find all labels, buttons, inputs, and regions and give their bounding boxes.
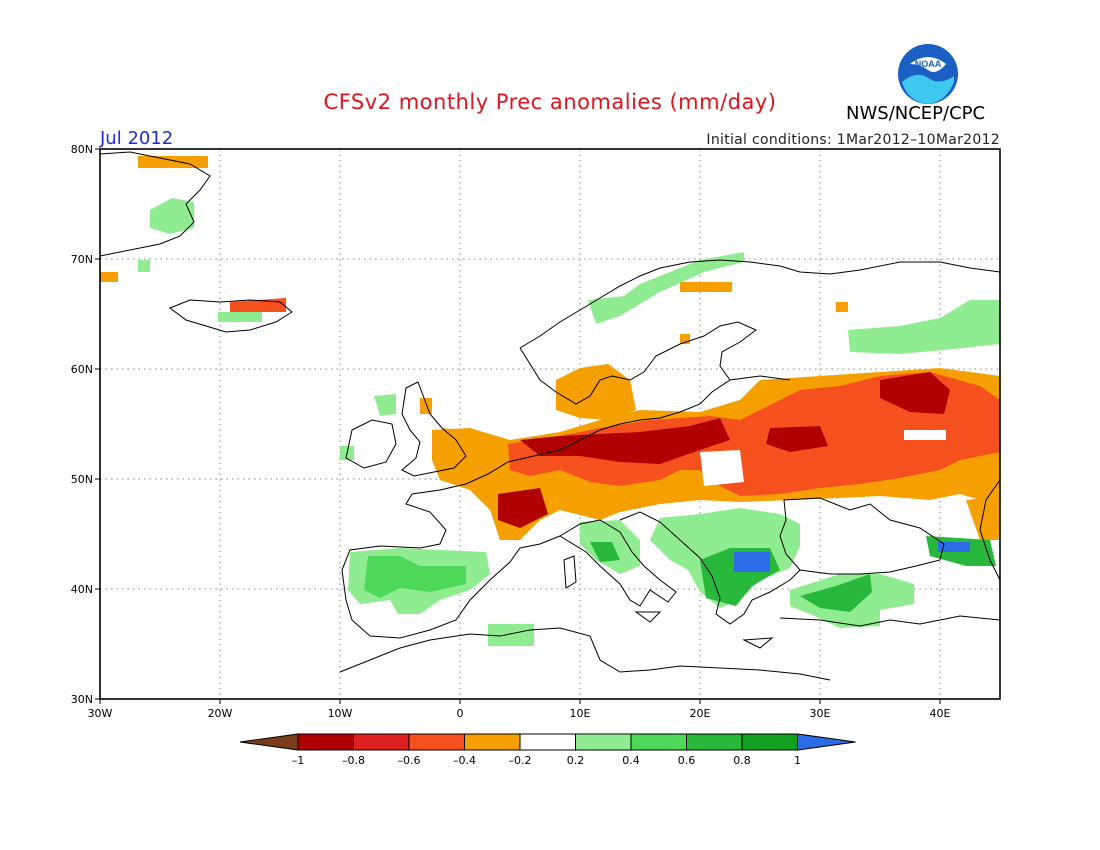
coastline-turkey — [779, 615, 1001, 627]
noaa-logo-text: NOAA — [915, 59, 942, 69]
map-frame — [99, 148, 1001, 700]
lat-tick-label: 80N — [71, 143, 93, 156]
anomaly-fill-layer — [100, 156, 1000, 646]
anomaly-region-wet-northeast — [848, 300, 1000, 354]
noaa-logo-wave — [902, 74, 954, 104]
anomaly-region-moderate-dry — [508, 372, 1000, 496]
colorbar-bin — [686, 733, 743, 751]
lon-tick-label: 20W — [208, 707, 233, 720]
chart-title: CFSv2 monthly Prec anomalies (mm/day) — [323, 90, 777, 114]
colorbar-bin — [519, 733, 576, 751]
colorbar-tick-label: –1 — [292, 754, 305, 767]
lon-tick-label: 40E — [930, 707, 951, 720]
colorbar: –1 –0.8 –0.6 –0.4 –0.2 0.2 0.4 0.6 0.8 1 — [239, 733, 856, 767]
noaa-logo-bird — [910, 57, 946, 72]
colorbar-bin — [575, 733, 632, 751]
colorbar-tick-label: 0.4 — [622, 754, 640, 767]
colorbar-bin — [464, 733, 521, 751]
lat-tick-label: 60N — [71, 363, 93, 376]
lat-tick-label: 30N — [71, 693, 93, 706]
colorbar-tick-label: 1 — [794, 754, 801, 767]
colorbar-tick-label: –0.6 — [398, 754, 421, 767]
anomaly-region-dry-north-russia — [680, 282, 848, 344]
coastline-scandinavia — [519, 259, 1001, 349]
coastline-gulf-finland — [729, 375, 791, 381]
colorbar-bin — [741, 733, 798, 751]
organization-label: NWS/NCEP/CPC — [846, 103, 986, 124]
anomaly-region-very-wet-georgia — [938, 542, 970, 552]
coastline-balkans — [619, 511, 801, 625]
coastline-ireland — [345, 419, 397, 469]
coastline-islands — [563, 555, 774, 649]
coastline-iceland — [168, 299, 293, 333]
noaa-logo: NOAA — [898, 44, 958, 104]
colorbar-low-arrow — [239, 733, 299, 751]
colorbar-tick-label: –0.4 — [453, 754, 476, 767]
coastline-norway-west — [519, 347, 645, 405]
coastline-italy — [559, 519, 677, 607]
anomaly-neutral-patch — [700, 430, 946, 486]
coastline-north-africa — [339, 627, 831, 681]
colorbar-bin — [353, 733, 410, 751]
anomaly-region-wet-norway — [588, 252, 744, 324]
lon-tick-label: 0 — [457, 707, 464, 720]
month-label: Jul 2012 — [100, 128, 174, 149]
anomaly-region-wet-greenland — [138, 198, 262, 322]
lon-tick-label: 30W — [88, 707, 113, 720]
anomaly-region-dry-caucasus — [966, 496, 1000, 540]
coastlines — [99, 151, 1001, 681]
colorbar-bin — [408, 733, 465, 751]
colorbar-tick-label: –0.2 — [509, 754, 532, 767]
coastline-black-sea — [779, 497, 945, 575]
anomaly-region-wet-iberia-core — [364, 556, 466, 598]
colorbar-tick-label: 0.2 — [567, 754, 585, 767]
coastline-baltic — [599, 321, 757, 431]
lat-tick-label: 70N — [71, 253, 93, 266]
lon-tick-label: 30E — [810, 707, 831, 720]
anomaly-region-wet-turkey-core — [800, 574, 872, 612]
coastline-france-iberia — [341, 429, 601, 639]
anomaly-region-very-wet-bulgaria — [734, 552, 770, 572]
lon-tick-label: 10W — [328, 707, 353, 720]
lon-tick-label: 10E — [570, 707, 591, 720]
coastline-greenland — [99, 151, 211, 257]
coastline-caspian — [979, 479, 1001, 581]
colorbar-bin — [630, 733, 687, 751]
initial-conditions-label: Initial conditions: 1Mar2012–10Mar2012 — [706, 132, 1000, 148]
coastline-great-britain — [401, 381, 467, 477]
anomaly-region-strong-dry — [498, 372, 950, 528]
map-axis-ticks: 30W 20W 10W 0 10E 20E 30E 40E 30N 40N 50N 60N 70N 80N — [71, 143, 951, 720]
colorbar-tick-label: –0.8 — [342, 754, 365, 767]
anomaly-region-dry-scandinavia — [556, 364, 636, 420]
lat-tick-label: 50N — [71, 473, 93, 486]
lat-tick-label: 40N — [71, 583, 93, 596]
colorbar-tick-label: 0.6 — [678, 754, 696, 767]
lon-tick-label: 20E — [690, 707, 711, 720]
colorbar-tick-label: 0.8 — [733, 754, 751, 767]
colorbar-bin — [297, 733, 354, 751]
anomaly-region-wet-italy-core — [590, 542, 620, 562]
colorbar-high-arrow — [797, 733, 856, 751]
